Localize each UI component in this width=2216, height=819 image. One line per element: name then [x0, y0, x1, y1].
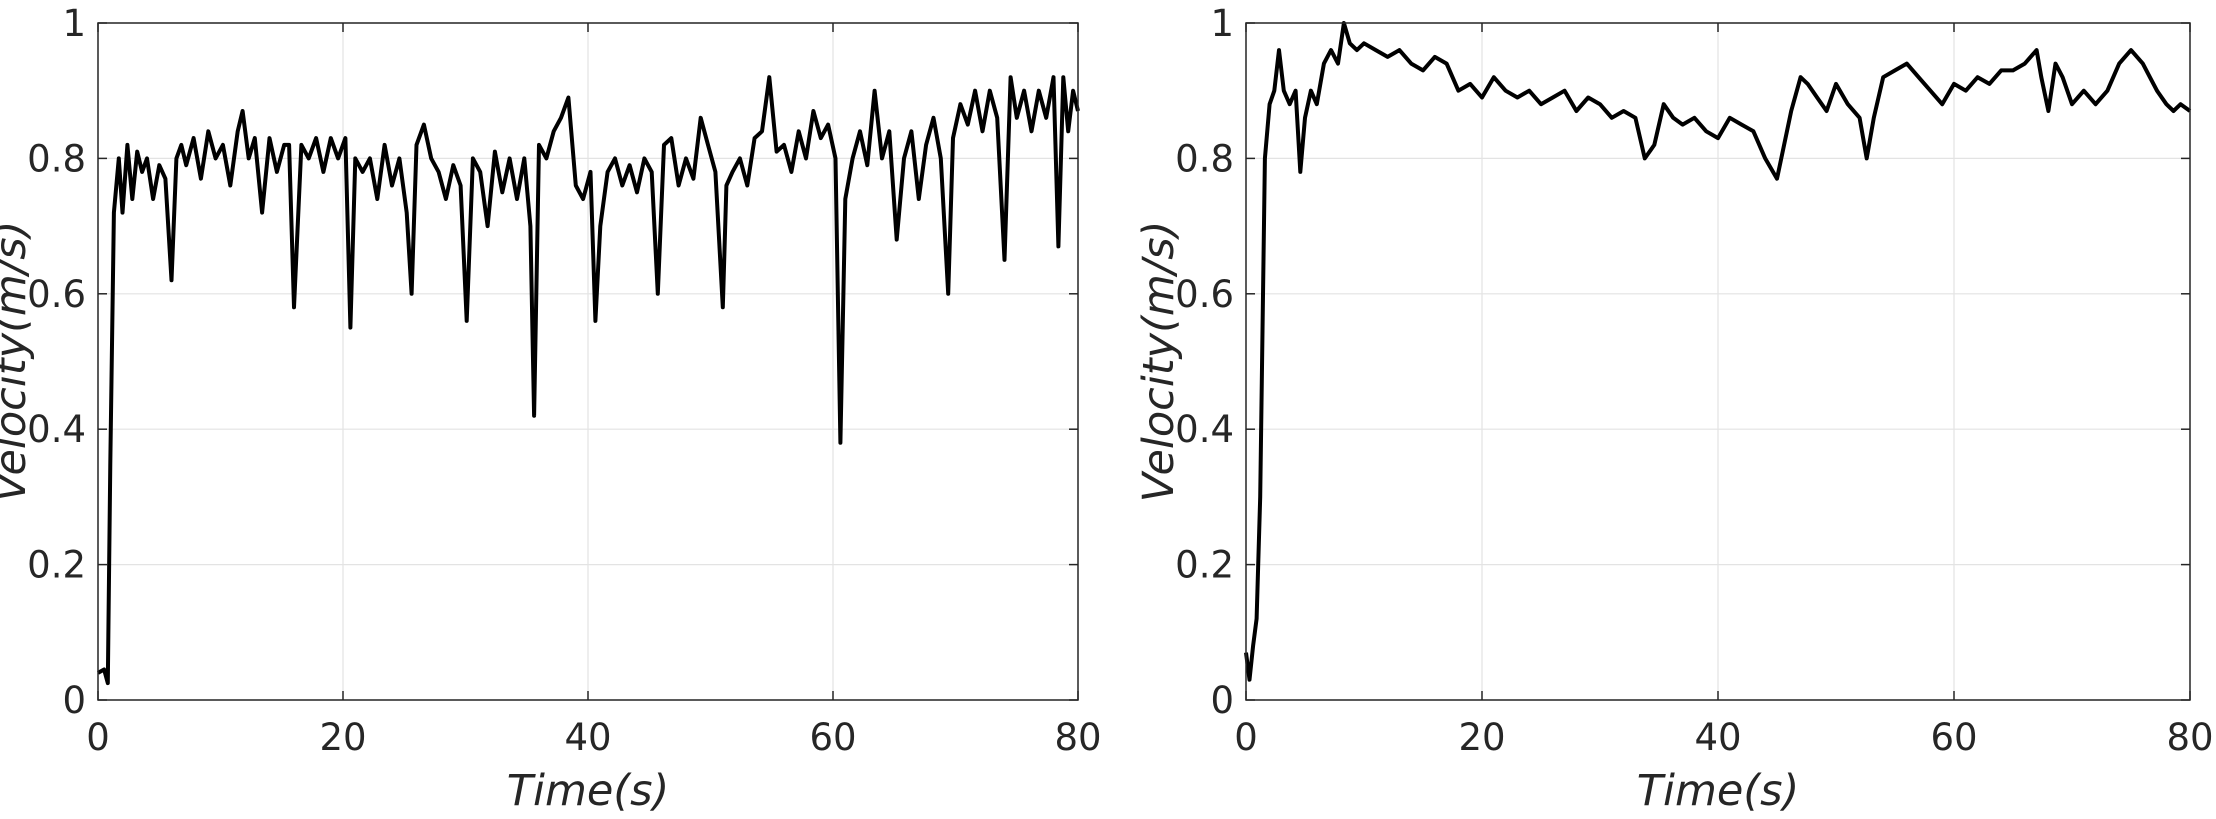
y-tick-label: 0.4	[27, 408, 86, 451]
x-axis-label: Time(s)	[507, 766, 670, 816]
y-tick-label: 0	[62, 679, 86, 722]
series-line	[1244, 21, 2192, 682]
x-axis-label: Time(s)	[1637, 766, 1800, 816]
y-tick-label: 0.8	[27, 137, 86, 180]
x-tick-label: 20	[319, 716, 366, 759]
x-tick-label: 20	[1458, 716, 1505, 759]
x-tick-labels: 0 20 40 60 80	[1234, 716, 2213, 759]
y-tick-label: 0.6	[1175, 273, 1234, 316]
x-tick-label: 0	[1234, 716, 1258, 759]
y-tick-label: 1	[1210, 2, 1234, 45]
series-line	[97, 75, 1080, 686]
y-tick-label: 0.2	[27, 544, 86, 587]
y-tick-label: 0.2	[1175, 544, 1234, 587]
y-tick-label: 0.6	[27, 273, 86, 316]
x-tick-label: 0	[86, 716, 110, 759]
tick-marks	[97, 22, 1079, 701]
y-tick-label: 0	[1210, 679, 1234, 722]
tick-marks	[1245, 22, 2191, 701]
y-tick-label: 0.4	[1175, 408, 1234, 451]
x-tick-label: 40	[564, 716, 611, 759]
y-axis-label: Velocity(m/s)	[0, 221, 36, 503]
right-velocity-panel: 0 20 40 60 80 0 0.2 0.4 0.6 0.8 1 Time(s…	[1134, 2, 2214, 816]
x-tick-label: 60	[809, 716, 856, 759]
y-tick-label: 0.8	[1175, 137, 1234, 180]
y-axis-label: Velocity(m/s)	[1134, 221, 1184, 503]
x-tick-labels: 0 20 40 60 80	[86, 716, 1101, 759]
x-tick-label: 80	[1054, 716, 1101, 759]
x-tick-label: 60	[1930, 716, 1977, 759]
x-tick-label: 80	[2166, 716, 2213, 759]
left-velocity-panel: 0 20 40 60 80 0 0.2 0.4 0.6 0.8 1 Time(s…	[0, 2, 1102, 816]
y-tick-labels: 0 0.2 0.4 0.6 0.8 1	[1175, 2, 1234, 722]
y-tick-label: 1	[62, 2, 86, 45]
x-tick-label: 40	[1694, 716, 1741, 759]
y-tick-labels: 0 0.2 0.4 0.6 0.8 1	[27, 2, 86, 722]
